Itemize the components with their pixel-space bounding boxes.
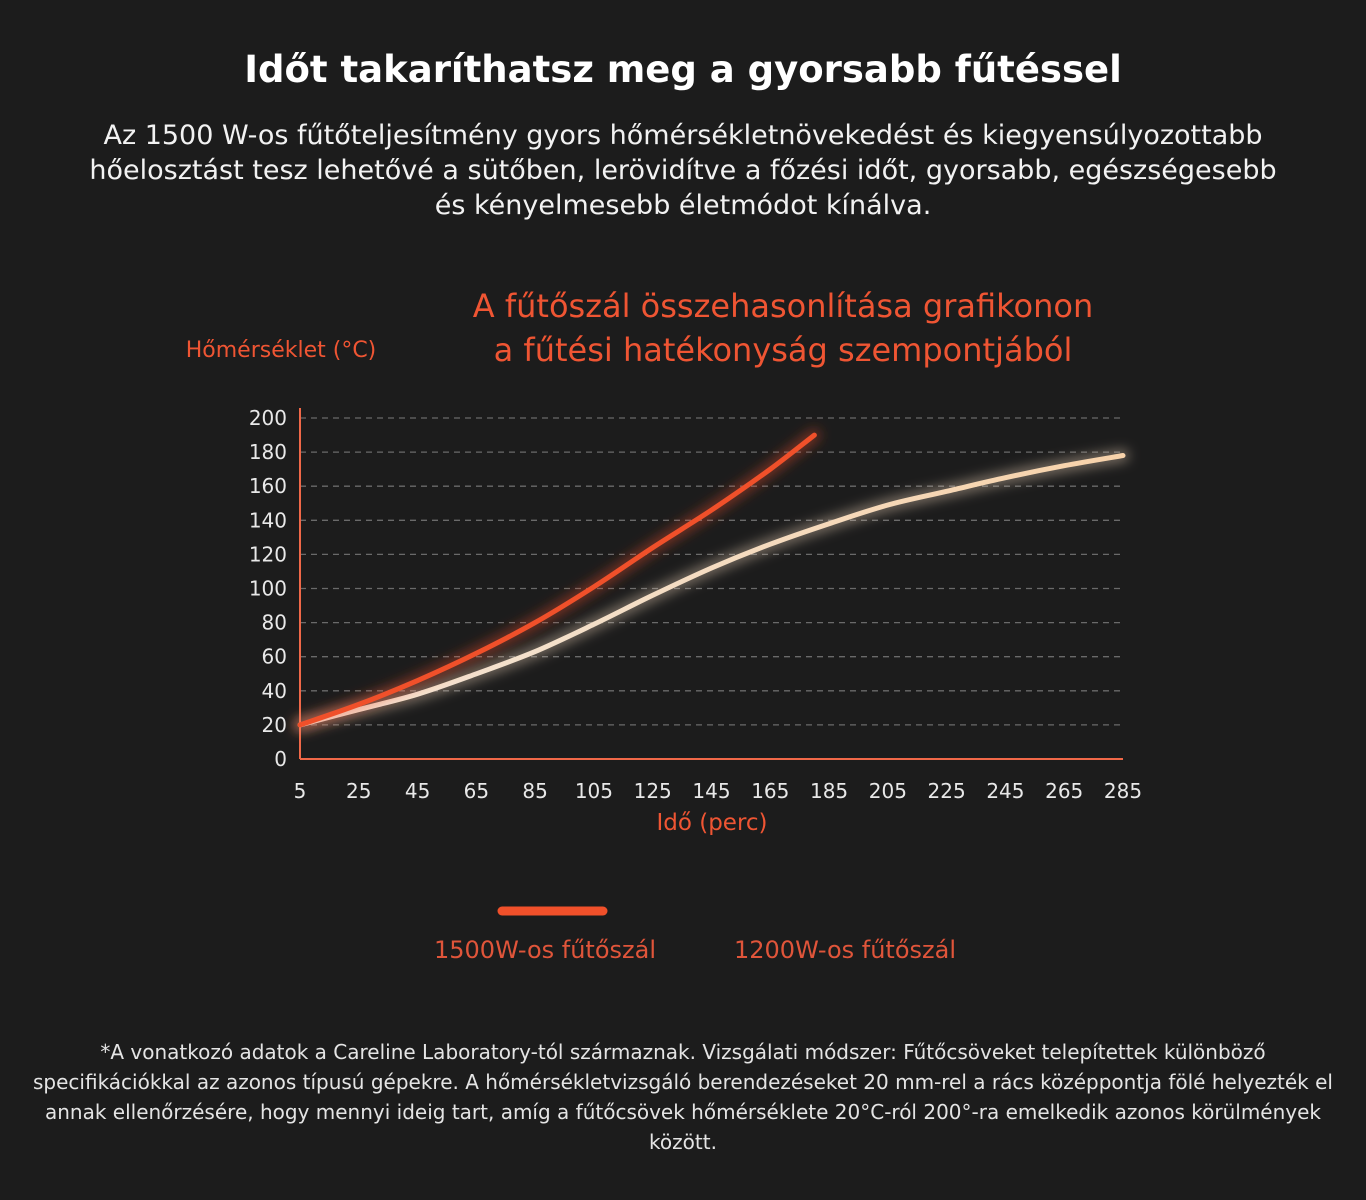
footnote: *A vonatkozó adatok a Careline Laborator… [33, 1040, 1333, 1154]
y-tick-label: 40 [262, 679, 287, 703]
x-tick-label: 5 [294, 779, 307, 803]
legend-label-1200w: 1200W-os fűtőszál [734, 936, 956, 964]
x-tick-label: 285 [1104, 779, 1142, 803]
x-axis-title: Idő (perc) [656, 810, 767, 836]
axis-labels: 0 20 40 60 80 100 120 140 160 180 200 5 25 45 65 85 105 1… [186, 338, 1142, 836]
legend-label-1500w: 1500W-os fűtőszál [434, 936, 656, 964]
x-tick-label: 205 [869, 779, 907, 803]
x-tick-label: 265 [1045, 779, 1083, 803]
page-description: Az 1500 W-os fűtőteljesítmény gyors hőmé… [89, 120, 1277, 221]
y-tick-label: 180 [249, 440, 287, 464]
series-1500w-line [297, 432, 817, 728]
x-tick-label: 45 [405, 779, 430, 803]
page-title: Időt takaríthatsz meg a gyorsabb fűtésse… [244, 48, 1122, 91]
chart-title-line-2: a fűtési hatékonyság szempontjából [493, 331, 1073, 369]
x-tick-label: 185 [810, 779, 848, 803]
y-tick-label: 160 [249, 474, 287, 498]
x-tick-label: 245 [986, 779, 1024, 803]
y-tick-label: 200 [249, 406, 287, 430]
grid-lines [300, 417, 1123, 726]
x-tick-label: 65 [464, 779, 489, 803]
x-tick-label: 225 [928, 779, 966, 803]
y-tick-label: 20 [262, 713, 287, 737]
series-lines [294, 429, 1129, 731]
x-tick-label: 105 [575, 779, 613, 803]
series-1500w-glow [294, 429, 821, 731]
y-tick-label: 120 [249, 542, 287, 566]
x-tick-label: 165 [751, 779, 789, 803]
x-tick-label: 125 [634, 779, 672, 803]
y-tick-label: 140 [249, 508, 287, 532]
chart-title-line-1: A fűtőszál összehasonlítása grafikonon [472, 287, 1094, 325]
y-axis-title: Hőmérséklet (°C) [186, 338, 377, 363]
x-tick-label: 145 [692, 779, 730, 803]
axes [299, 408, 1123, 760]
y-tick-label: 0 [274, 747, 287, 771]
y-tick-label: 100 [249, 577, 287, 601]
x-tick-label: 85 [522, 779, 547, 803]
x-tick-label: 25 [346, 779, 371, 803]
y-tick-label: 80 [262, 611, 287, 635]
chart-title: A fűtőszál összehasonlítása grafikonon a… [433, 284, 1133, 372]
y-tick-label: 60 [262, 645, 287, 669]
series-1200w-line [297, 453, 1126, 728]
